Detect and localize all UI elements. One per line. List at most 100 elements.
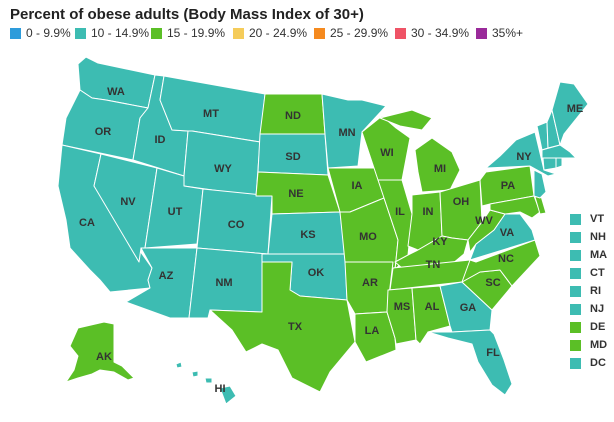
state-label-in: IN xyxy=(423,206,434,218)
state-label-me: ME xyxy=(567,103,584,115)
side-legend-dc[interactable]: DC xyxy=(570,357,606,369)
legend-swatch xyxy=(10,27,21,39)
state-label-ok: OK xyxy=(308,267,325,279)
side-label: MD xyxy=(590,339,608,351)
legend-item-15-19[interactable]: 15 - 19.9% xyxy=(151,26,225,40)
side-label: DC xyxy=(590,357,606,369)
legend-item-35-plus[interactable]: 35%+ xyxy=(476,26,523,40)
side-legend-md[interactable]: MD xyxy=(570,339,607,351)
legend-swatch xyxy=(314,27,325,39)
legend-label: 30 - 34.9% xyxy=(411,26,470,40)
legend-label: 10 - 14.9% xyxy=(91,26,150,40)
side-legend-ma[interactable]: MA xyxy=(570,249,607,261)
state-label-id: ID xyxy=(155,134,166,146)
state-label-ut: UT xyxy=(168,206,183,218)
state-label-co: CO xyxy=(228,219,245,231)
state-label-mi: MI xyxy=(434,163,446,175)
state-label-mt: MT xyxy=(203,108,219,120)
state-ri[interactable] xyxy=(555,157,563,169)
state-label-ca: CA xyxy=(79,217,95,229)
side-label: NH xyxy=(590,231,606,243)
state-label-nv: NV xyxy=(120,196,136,208)
state-label-ar: AR xyxy=(362,277,378,289)
side-swatch xyxy=(570,285,581,297)
state-label-az: AZ xyxy=(159,270,174,282)
side-legend-nj[interactable]: NJ xyxy=(570,303,604,315)
state-label-ky: KY xyxy=(432,236,448,248)
state-tx[interactable] xyxy=(209,261,356,393)
state-label-il: IL xyxy=(395,206,405,218)
side-swatch xyxy=(570,231,581,243)
legend-swatch xyxy=(151,27,162,39)
state-label-wa: WA xyxy=(107,86,125,98)
state-label-wi: WI xyxy=(380,147,393,159)
side-legend-nh[interactable]: NH xyxy=(570,231,606,243)
state-label-ne: NE xyxy=(288,188,303,200)
legend-swatch xyxy=(476,27,487,39)
state-nj[interactable] xyxy=(533,169,547,199)
side-swatch xyxy=(570,267,581,279)
state-label-va: VA xyxy=(500,227,515,239)
side-label: CT xyxy=(590,267,605,279)
state-label-ms: MS xyxy=(394,301,411,313)
state-label-pa: PA xyxy=(501,180,516,192)
side-swatch xyxy=(570,303,581,315)
state-label-fl: FL xyxy=(486,347,500,359)
side-legend-vt[interactable]: VT xyxy=(570,213,604,225)
side-legend-de[interactable]: DE xyxy=(570,321,605,333)
side-legend-ri[interactable]: RI xyxy=(570,285,601,297)
legend-label: 0 - 9.9% xyxy=(26,26,71,40)
legend-swatch xyxy=(395,27,406,39)
legend-item-25-29[interactable]: 25 - 29.9% xyxy=(314,26,388,40)
state-label-or: OR xyxy=(95,126,112,138)
side-swatch xyxy=(570,249,581,261)
state-label-tx: TX xyxy=(288,321,303,333)
state-label-ga: GA xyxy=(460,302,477,314)
state-label-sd: SD xyxy=(285,151,300,163)
states-layer xyxy=(57,56,589,405)
state-label-mn: MN xyxy=(338,127,355,139)
side-legend-ct[interactable]: CT xyxy=(570,267,605,279)
state-mi[interactable] xyxy=(379,109,461,193)
state-label-la: LA xyxy=(365,325,380,337)
state-label-tn: TN xyxy=(426,259,441,271)
state-fl[interactable] xyxy=(427,329,513,396)
legend-label: 15 - 19.9% xyxy=(167,26,226,40)
side-label: RI xyxy=(590,285,601,297)
state-label-hi: HI xyxy=(215,383,226,395)
map-title: Percent of obese adults (Body Mass Index… xyxy=(10,6,364,23)
state-label-nd: ND xyxy=(285,110,301,122)
legend-item-0-9[interactable]: 0 - 9.9% xyxy=(10,26,71,40)
legend-label: 25 - 29.9% xyxy=(330,26,389,40)
side-label: DE xyxy=(590,321,606,333)
state-hi[interactable] xyxy=(175,361,237,405)
state-label-mo: MO xyxy=(359,231,377,243)
state-label-ia: IA xyxy=(352,180,363,192)
legend-item-10-14[interactable]: 10 - 14.9% xyxy=(75,26,149,40)
state-label-sc: SC xyxy=(485,277,500,289)
state-label-al: AL xyxy=(425,301,440,313)
state-label-ks: KS xyxy=(300,229,315,241)
legend-swatch xyxy=(75,27,86,39)
state-label-ak: AK xyxy=(96,351,112,363)
state-label-nc: NC xyxy=(498,253,514,265)
legend-item-30-34[interactable]: 30 - 34.9% xyxy=(395,26,469,40)
state-ak[interactable] xyxy=(65,321,135,383)
side-swatch xyxy=(570,339,581,351)
side-swatch xyxy=(570,213,581,225)
legend-label: 35%+ xyxy=(492,26,524,40)
side-label: NJ xyxy=(590,303,605,315)
state-nc[interactable] xyxy=(461,239,541,287)
side-swatch xyxy=(570,357,581,369)
state-ma[interactable] xyxy=(541,144,577,159)
state-label-ny: NY xyxy=(516,151,532,163)
side-label: MA xyxy=(590,249,608,261)
legend-item-20-24[interactable]: 20 - 24.9% xyxy=(233,26,307,40)
state-label-oh: OH xyxy=(453,196,470,208)
state-label-nm: NM xyxy=(215,277,232,289)
state-wv[interactable] xyxy=(467,209,506,253)
side-label: VT xyxy=(590,213,605,225)
side-swatch xyxy=(570,321,581,333)
state-ct[interactable] xyxy=(542,157,557,171)
